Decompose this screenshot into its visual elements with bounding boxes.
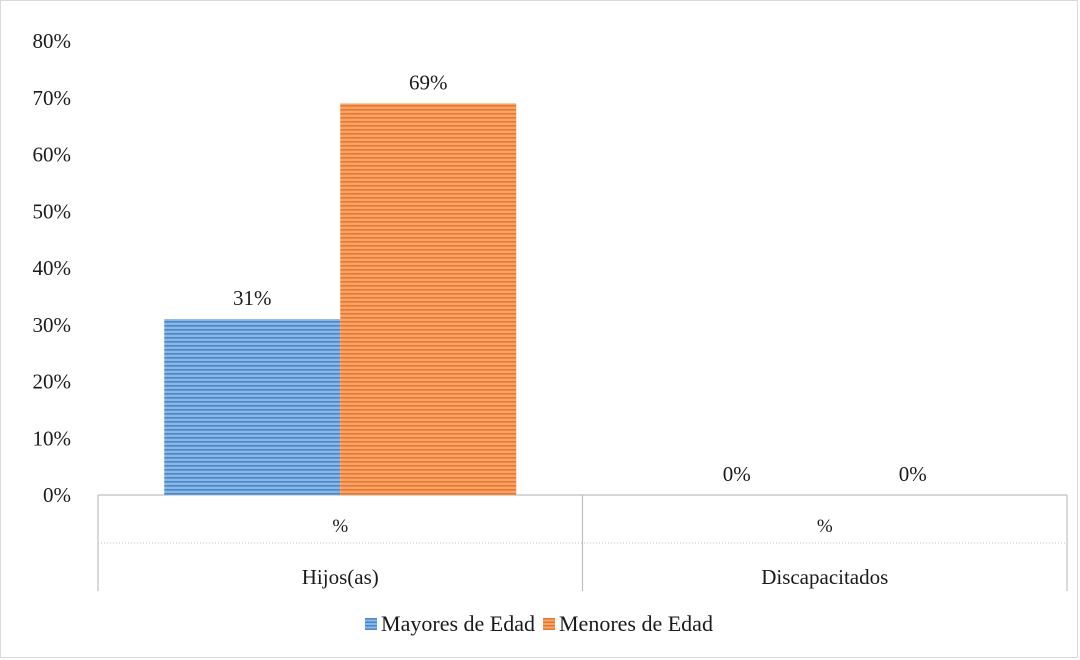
legend-label-menores: Menores de Edad xyxy=(559,611,713,636)
data-label: 0% xyxy=(723,462,751,486)
y-tick-label: 30% xyxy=(33,313,72,337)
legend-item-menores: Menores de Edad xyxy=(543,611,713,637)
bar xyxy=(164,319,341,495)
legend-swatch-menores xyxy=(543,618,555,630)
data-label: 31% xyxy=(233,286,272,310)
bar xyxy=(340,103,517,496)
y-tick-label: 0% xyxy=(43,483,71,507)
legend-swatch-mayores xyxy=(365,618,378,630)
y-tick-label: 80% xyxy=(33,29,72,53)
x-subcategory-label: % xyxy=(817,516,833,537)
x-subcategory-label: % xyxy=(332,516,348,537)
y-tick-label: 70% xyxy=(33,86,72,110)
y-tick-label: 20% xyxy=(33,370,72,394)
x-category-label: Hijos(as) xyxy=(302,565,379,589)
legend-item-mayores: Mayores de Edad xyxy=(365,611,535,637)
y-tick-label: 50% xyxy=(33,199,72,223)
bar-chart: 0% 10% 20% 30% 40% 50% 60% 70% 80%% Hijos(as)% Dis… xyxy=(33,29,1068,591)
y-tick-label: 40% xyxy=(33,256,72,280)
y-tick-label: 10% xyxy=(33,426,72,450)
data-label: 69% xyxy=(409,70,448,94)
legend: Mayores de Edad Menores de Edad xyxy=(1,611,1077,637)
x-category-label: Discapacitados xyxy=(761,565,888,589)
data-label: 0% xyxy=(899,462,927,486)
legend-label-mayores: Mayores de Edad xyxy=(381,611,535,636)
y-tick-label: 60% xyxy=(33,143,72,167)
